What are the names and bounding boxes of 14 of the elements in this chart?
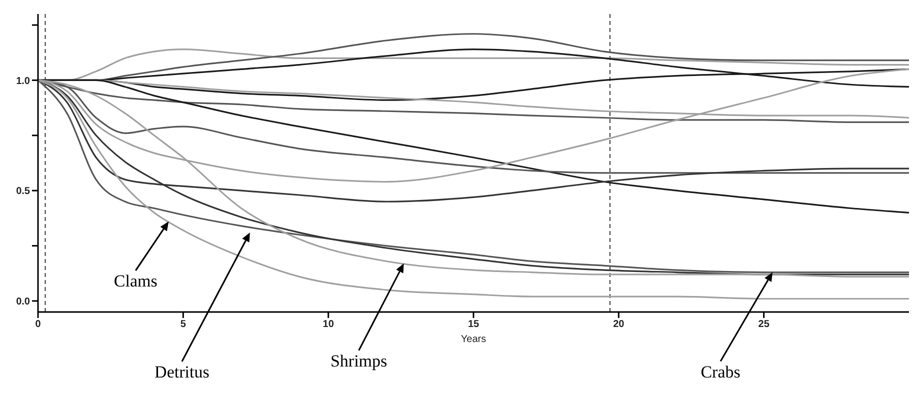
x-axis-title: Years (460, 334, 486, 345)
x-tick-label: 20 (613, 319, 625, 330)
x-tick-label: 10 (322, 319, 334, 330)
x-tick-label: 0 (35, 319, 42, 330)
y-tick-label: 0.5 (16, 186, 30, 198)
annotation: Clams (114, 271, 158, 290)
y-tick-label: 1.0 (16, 76, 30, 87)
x-tick-label: 5 (180, 319, 186, 330)
annotation: Crabs (700, 362, 740, 382)
x-tick-label: 25 (758, 319, 770, 330)
annotation: Detritus (154, 362, 210, 382)
y-tick-label: 0.0 (16, 296, 30, 308)
annotation: Shrimps (330, 351, 388, 370)
x-tick-label: 15 (468, 319, 480, 330)
